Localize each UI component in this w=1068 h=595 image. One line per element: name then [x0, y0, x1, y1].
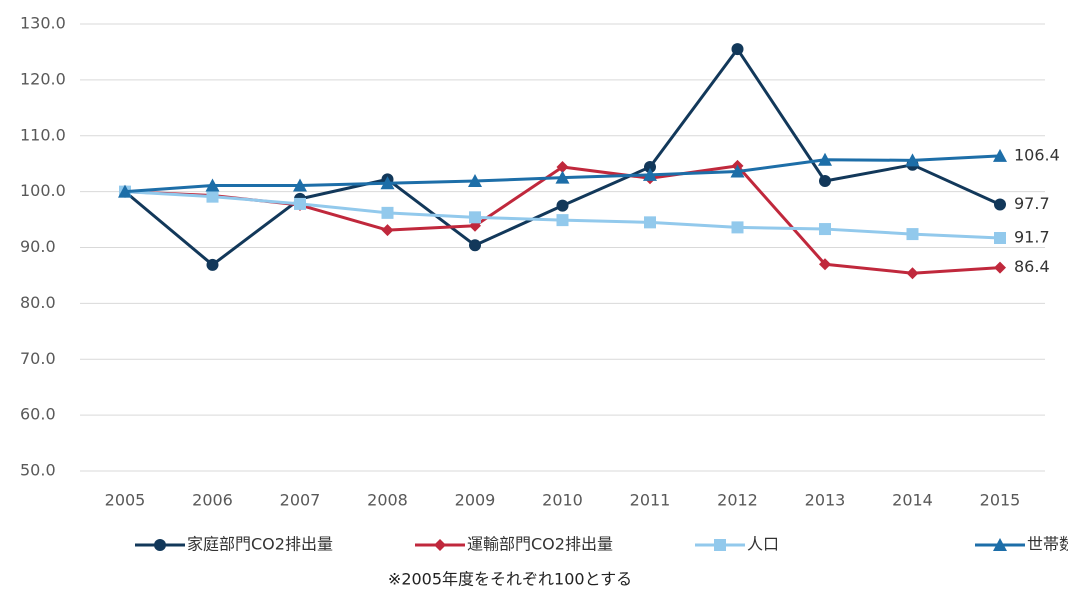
x-tick-label: 2015 — [980, 491, 1021, 510]
point — [731, 221, 744, 234]
point — [293, 178, 307, 192]
value-label: 97.7 — [1014, 194, 1050, 213]
point — [994, 198, 1006, 211]
point — [468, 174, 482, 188]
point — [381, 224, 394, 237]
y-tick-label: 70.0 — [20, 349, 56, 368]
point — [556, 214, 569, 227]
y-tick-label: 90.0 — [20, 237, 56, 256]
y-tick-label: 120.0 — [20, 69, 66, 88]
point — [556, 199, 569, 212]
y-tick-label: 50.0 — [20, 461, 56, 480]
y-tick-label: 80.0 — [20, 293, 56, 312]
y-tick-label: 60.0 — [20, 405, 56, 424]
point — [555, 170, 570, 184]
point — [819, 175, 831, 188]
point — [206, 190, 219, 203]
y-tick-label: 130.0 — [20, 14, 66, 33]
point — [469, 211, 481, 224]
value-label: 86.4 — [1014, 257, 1050, 276]
point — [906, 267, 919, 280]
point — [294, 197, 306, 210]
point — [819, 258, 831, 271]
point — [206, 258, 219, 271]
y-tick-label: 110.0 — [20, 125, 66, 144]
point — [118, 184, 132, 198]
legend-marker — [714, 539, 726, 551]
point — [994, 261, 1006, 274]
x-tick-label: 2012 — [717, 491, 758, 510]
point — [644, 216, 656, 229]
x-tick-label: 2013 — [805, 491, 846, 510]
x-tick-label: 2010 — [542, 491, 583, 510]
x-tick-label: 2008 — [367, 491, 408, 510]
point — [380, 176, 395, 190]
legend-label: 世帯数 — [1027, 535, 1068, 554]
legend-label: 人口 — [747, 535, 779, 554]
point — [205, 178, 220, 192]
point — [381, 206, 394, 219]
value-label: 91.7 — [1014, 228, 1050, 247]
point — [819, 223, 831, 236]
legend-label: 家庭部門CO2排出量 — [187, 535, 333, 554]
x-tick-label: 2011 — [630, 491, 671, 510]
point — [731, 43, 744, 56]
point — [730, 164, 745, 178]
legend-marker — [434, 539, 446, 551]
legend-marker — [993, 538, 1007, 551]
point — [644, 161, 656, 174]
x-tick-label: 2007 — [280, 491, 321, 510]
y-tick-label: 100.0 — [20, 181, 66, 200]
point — [818, 152, 832, 166]
point — [469, 239, 481, 252]
x-tick-label: 2014 — [892, 491, 933, 510]
x-tick-label: 2006 — [192, 491, 233, 510]
point — [994, 232, 1006, 245]
point — [993, 148, 1007, 162]
value-label: 106.4 — [1014, 145, 1060, 164]
x-tick-label: 2009 — [455, 491, 496, 510]
x-tick-label: 2005 — [105, 491, 146, 510]
legend-label: 運輸部門CO2排出量 — [467, 535, 613, 554]
note: ※2005年度をそれぞれ100とする — [388, 570, 632, 589]
point — [906, 228, 919, 241]
point — [905, 153, 920, 167]
point — [643, 167, 657, 181]
legend-marker — [154, 539, 166, 551]
point — [556, 161, 569, 174]
